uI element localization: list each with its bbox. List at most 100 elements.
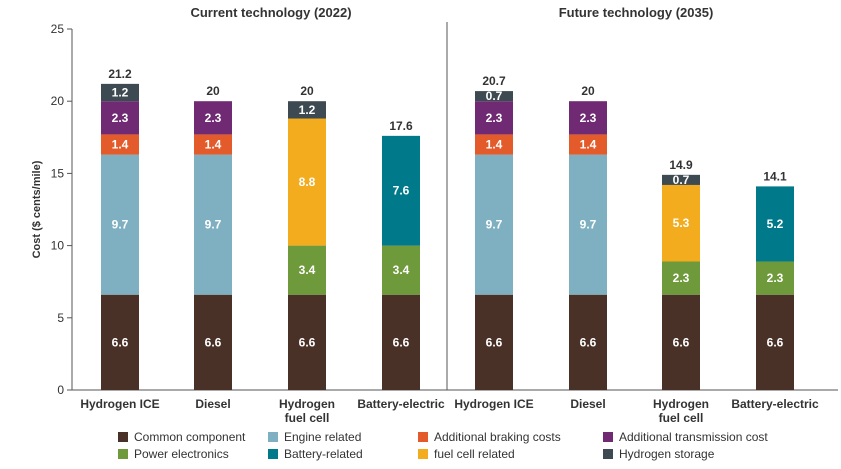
bar-segment: [475, 294, 513, 390]
bar-segment: [569, 294, 607, 390]
y-axis-label: Cost ($ cents/mile): [31, 160, 43, 258]
data-label: 5.3: [673, 216, 690, 230]
bar-segment: [475, 91, 513, 102]
legend-item: Hydrogen storage: [603, 447, 803, 461]
data-label: 9.7: [486, 218, 503, 232]
legend-label: Common component: [134, 430, 246, 444]
legend-swatch: [118, 449, 128, 459]
x-category-label: Battery-electric: [357, 397, 445, 411]
x-category-label: Hydrogen: [653, 397, 709, 411]
legend-swatch: [418, 432, 428, 442]
x-category-label: fuel cell: [285, 411, 330, 425]
data-label: 1.4: [486, 138, 503, 152]
bar-segment: [662, 294, 700, 390]
bar-segment: [756, 294, 794, 390]
legend-label: Battery-related: [284, 447, 363, 461]
bar-total-label: 17.6: [389, 119, 413, 133]
data-label: 9.7: [580, 218, 597, 232]
bar-segment: [569, 154, 607, 295]
bar-segment: [475, 101, 513, 135]
y-tick-label: 15: [51, 166, 65, 180]
legend-swatch: [603, 449, 613, 459]
legend-label: Additional braking costs: [434, 430, 561, 444]
data-label: 6.6: [299, 335, 316, 349]
bar-total-label: 14.1: [763, 169, 787, 183]
legend-swatch: [418, 449, 428, 459]
bar-total-label: 20: [300, 84, 314, 98]
data-label: 1.4: [580, 138, 597, 152]
x-category-label: fuel cell: [659, 411, 704, 425]
bar-segment: [662, 261, 700, 295]
data-label: 7.6: [393, 184, 410, 198]
y-tick-label: 20: [51, 94, 65, 108]
data-label: 2.3: [580, 111, 597, 125]
panel-title: Future technology (2035): [559, 5, 714, 20]
bar-total-label: 20.7: [482, 74, 506, 88]
bar-segment: [101, 83, 139, 102]
data-label: 6.6: [580, 335, 597, 349]
bar-total-label: 20: [206, 84, 220, 98]
bar-segment: [194, 154, 232, 295]
data-label: 6.6: [767, 335, 784, 349]
bar-segment: [194, 294, 232, 390]
data-label: 6.6: [112, 335, 129, 349]
legend-item: Additional transmission cost: [603, 430, 803, 444]
bar-segment: [101, 154, 139, 295]
data-label: 0.7: [486, 89, 503, 103]
bar-total-label: 20: [581, 84, 595, 98]
legend-item: Additional braking costs: [418, 430, 603, 444]
legend-swatch: [603, 432, 613, 442]
legend-item: Engine related: [268, 430, 418, 444]
bar-segment: [475, 154, 513, 295]
bar-segment: [101, 134, 139, 155]
bar-segment: [569, 134, 607, 155]
data-label: 0.7: [673, 173, 690, 187]
legend-swatch: [118, 432, 128, 442]
legend-label: Additional transmission cost: [619, 430, 768, 444]
bar-segment: [288, 245, 326, 295]
bar-segment: [382, 245, 420, 295]
legend-label: Engine related: [284, 430, 362, 444]
chart-legend: Common component Engine related Additional…: [118, 430, 818, 461]
data-label: 2.3: [112, 111, 129, 125]
bar-total-label: 14.9: [669, 158, 693, 172]
data-label: 6.6: [486, 335, 503, 349]
data-label: 9.7: [205, 218, 222, 232]
bar-segment: [569, 101, 607, 135]
x-category-label: Hydrogen ICE: [80, 397, 159, 411]
x-category-label: Battery-electric: [731, 397, 819, 411]
x-category-label: Hydrogen: [279, 397, 335, 411]
y-tick-label: 10: [51, 239, 65, 253]
y-tick-label: 5: [57, 311, 64, 325]
y-tick-label: 0: [57, 383, 64, 397]
legend-label: Hydrogen storage: [619, 447, 715, 461]
bar-segment: [475, 134, 513, 155]
bar-segment: [662, 184, 700, 262]
data-label: 1.2: [299, 103, 316, 117]
data-label: 2.3: [673, 271, 690, 285]
data-label: 5.2: [767, 217, 784, 231]
legend-item: fuel cell related: [418, 447, 603, 461]
bar-segment: [756, 261, 794, 295]
bar-segment: [756, 186, 794, 262]
bar-segment: [101, 294, 139, 390]
data-label: 8.8: [299, 175, 316, 189]
legend-item: Common component: [118, 430, 268, 444]
data-label: 3.4: [299, 263, 316, 277]
bar-total-label: 21.2: [108, 67, 132, 81]
x-category-label: Hydrogen ICE: [454, 397, 533, 411]
panel-title: Current technology (2022): [190, 5, 351, 20]
bar-segment: [101, 101, 139, 135]
data-label: 6.6: [205, 335, 222, 349]
bar-segment: [662, 174, 700, 185]
data-label: 9.7: [112, 218, 129, 232]
legend-item: Battery-related: [268, 447, 418, 461]
data-label: 6.6: [673, 335, 690, 349]
data-label: 1.2: [112, 86, 129, 100]
x-category-label: Diesel: [195, 397, 230, 411]
legend-item: Power electronics: [118, 447, 268, 461]
legend-swatch: [268, 432, 278, 442]
bar-segment: [288, 101, 326, 119]
bar-segment: [288, 118, 326, 246]
bar-segment: [288, 294, 326, 390]
